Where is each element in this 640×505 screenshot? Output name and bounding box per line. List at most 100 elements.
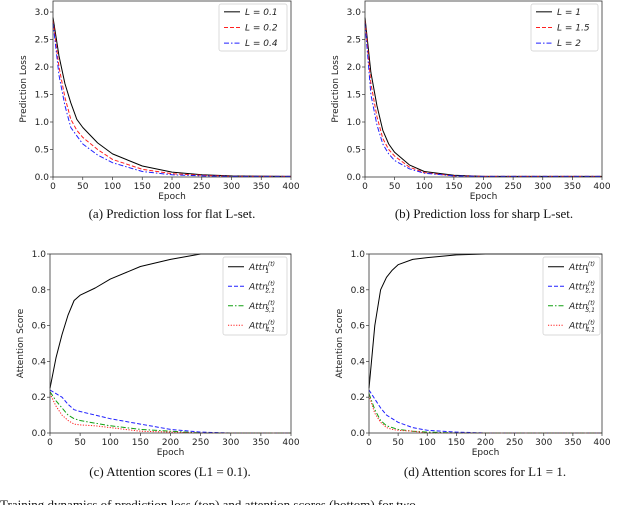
x-tick-label: 250	[505, 182, 522, 192]
legend: Attn(t) 1 Attn(t) 2,1 Attn(t) 3,1 Attn(t) 4,1	[542, 256, 601, 336]
x-tick-label: 150	[134, 182, 151, 192]
subfigure-caption: (b) Prediction loss for sharp L-set.	[395, 206, 573, 221]
series-line-3	[364, 22, 602, 177]
legend-label: L = 2	[557, 39, 581, 49]
y-tick-label: 0.5	[35, 146, 49, 156]
x-tick-label: 300	[534, 182, 551, 192]
chart-c: 0 50 100 150 200 250 300 350 400 0.0 0.2 0.4 0.6 0.8 1…	[16, 250, 300, 479]
y-tick-label: 1.0	[351, 250, 366, 260]
legend-label: Attn(t) 1	[248, 261, 275, 275]
subfigure-caption: (a) Prediction loss for flat L-set.	[89, 206, 256, 221]
series-line-4	[49, 393, 291, 434]
y-tick-label: 1.5	[347, 91, 361, 101]
y-tick-label: 0.8	[32, 286, 47, 296]
y-tick-label: 2.0	[347, 63, 362, 73]
y-tick-label: 0.0	[347, 173, 362, 183]
legend-label: L = 1	[557, 8, 581, 18]
x-tick-label: 300	[223, 182, 240, 192]
y-tick-label: 0.2	[351, 393, 365, 403]
x-tick-label: 250	[506, 438, 523, 448]
series-line-2	[49, 389, 291, 434]
legend-label: Attn(t) 4,1	[248, 319, 275, 333]
x-tick-label: 0	[362, 182, 368, 192]
legend-label: Attn(t) 2,1	[568, 280, 595, 294]
legend-label: Attn(t) 3,1	[248, 300, 275, 314]
y-tick-label: 1.5	[35, 91, 49, 101]
subfigure-caption: (c) Attention scores (L1 = 0.1).	[89, 464, 250, 479]
legend-label: L = 1.5	[557, 24, 590, 34]
y-tick-label: 0.4	[351, 357, 366, 367]
y-tick-label: 2.5	[347, 36, 361, 46]
x-tick-label: 100	[416, 182, 433, 192]
x-tick-label: 350	[253, 182, 270, 192]
legend-label: L = 0.2	[245, 24, 278, 34]
y-axis-label: Prediction Loss	[19, 55, 29, 123]
series-line-4	[368, 395, 602, 434]
y-tick-label: 1.0	[347, 118, 362, 128]
y-axis-label: Attention Score	[16, 308, 26, 378]
y-tick-label: 2.5	[35, 36, 49, 46]
y-tick-label: 1.0	[35, 118, 50, 128]
x-tick-label: 150	[448, 438, 465, 448]
y-tick-label: 0.0	[35, 173, 50, 183]
x-axis-label: Epoch	[472, 448, 500, 458]
legend-label: Attn(t) 1	[568, 261, 595, 275]
y-tick-label: 0.0	[32, 429, 47, 439]
x-tick-label: 350	[252, 438, 269, 448]
x-tick-label: 350	[564, 182, 581, 192]
legend-box	[218, 3, 288, 52]
legend-label: L = 0.4	[245, 39, 278, 49]
series-line-3	[49, 391, 291, 434]
x-tick-label: 300	[535, 438, 552, 448]
figure-caption: Training dynamics of prediction loss (to…	[0, 497, 416, 505]
legend-box	[542, 256, 601, 336]
x-tick-label: 400	[593, 438, 610, 448]
legend: L = 0.1 L = 0.2 L = 0.4	[218, 3, 288, 52]
y-tick-label: 3.0	[347, 8, 362, 18]
legend-label: Attn(t) 3,1	[568, 300, 595, 314]
y-axis-label: Attention Score	[335, 308, 345, 378]
series-line-3	[368, 393, 602, 434]
chart-b: 0 50 100 150 200 250 300 350 400 0.0 0.5 1.0 1.5 2.0 2…	[331, 0, 611, 221]
series-line-2	[52, 20, 291, 177]
x-tick-label: 0	[47, 438, 53, 448]
chart-d: 0 50 100 150 200 250 300 350 400 0.0 0.2 0.4 0.6 0.8 1…	[335, 250, 611, 479]
legend-label: Attn(t) 4,1	[568, 319, 595, 333]
x-tick-label: 100	[419, 438, 436, 448]
x-axis-label: Epoch	[157, 448, 185, 458]
x-tick-label: 200	[163, 182, 180, 192]
series-line-2	[368, 389, 602, 434]
x-tick-label: 200	[162, 438, 179, 448]
series-line-3	[52, 22, 291, 177]
y-tick-label: 0.8	[351, 286, 366, 296]
x-tick-label: 50	[74, 438, 86, 448]
x-tick-label: 50	[77, 182, 89, 192]
legend-label: Attn(t) 2,1	[248, 280, 275, 294]
x-tick-label: 400	[282, 182, 299, 192]
legend: L = 1 L = 1.5 L = 2	[530, 3, 599, 52]
legend-label: L = 0.1	[245, 8, 278, 18]
x-tick-label: 400	[282, 438, 299, 448]
x-tick-label: 0	[50, 182, 56, 192]
x-tick-label: 400	[593, 182, 610, 192]
x-axis-label: Epoch	[158, 192, 186, 202]
y-tick-label: 0.0	[351, 429, 366, 439]
y-tick-label: 0.4	[32, 357, 47, 367]
y-tick-label: 1.0	[32, 250, 47, 260]
legend-box	[222, 256, 288, 336]
x-tick-label: 150	[445, 182, 462, 192]
legend: Attn(t) 1 Attn(t) 2,1 Attn(t) 3,1 Attn(t) 4,1	[222, 256, 288, 336]
x-tick-label: 50	[392, 438, 404, 448]
x-tick-label: 250	[193, 182, 210, 192]
series-line-1	[52, 17, 292, 177]
chart-a: 0 50 100 150 200 250 300 350 400 0.0 0.5 1.0 1.5 2.0 2…	[19, 0, 300, 221]
y-tick-label: 0.5	[347, 146, 361, 156]
x-tick-label: 100	[102, 438, 119, 448]
x-tick-label: 350	[564, 438, 581, 448]
x-tick-label: 100	[104, 182, 121, 192]
x-tick-label: 250	[192, 438, 209, 448]
legend-box	[530, 3, 599, 52]
y-tick-label: 0.6	[32, 322, 47, 332]
x-tick-label: 300	[222, 438, 239, 448]
